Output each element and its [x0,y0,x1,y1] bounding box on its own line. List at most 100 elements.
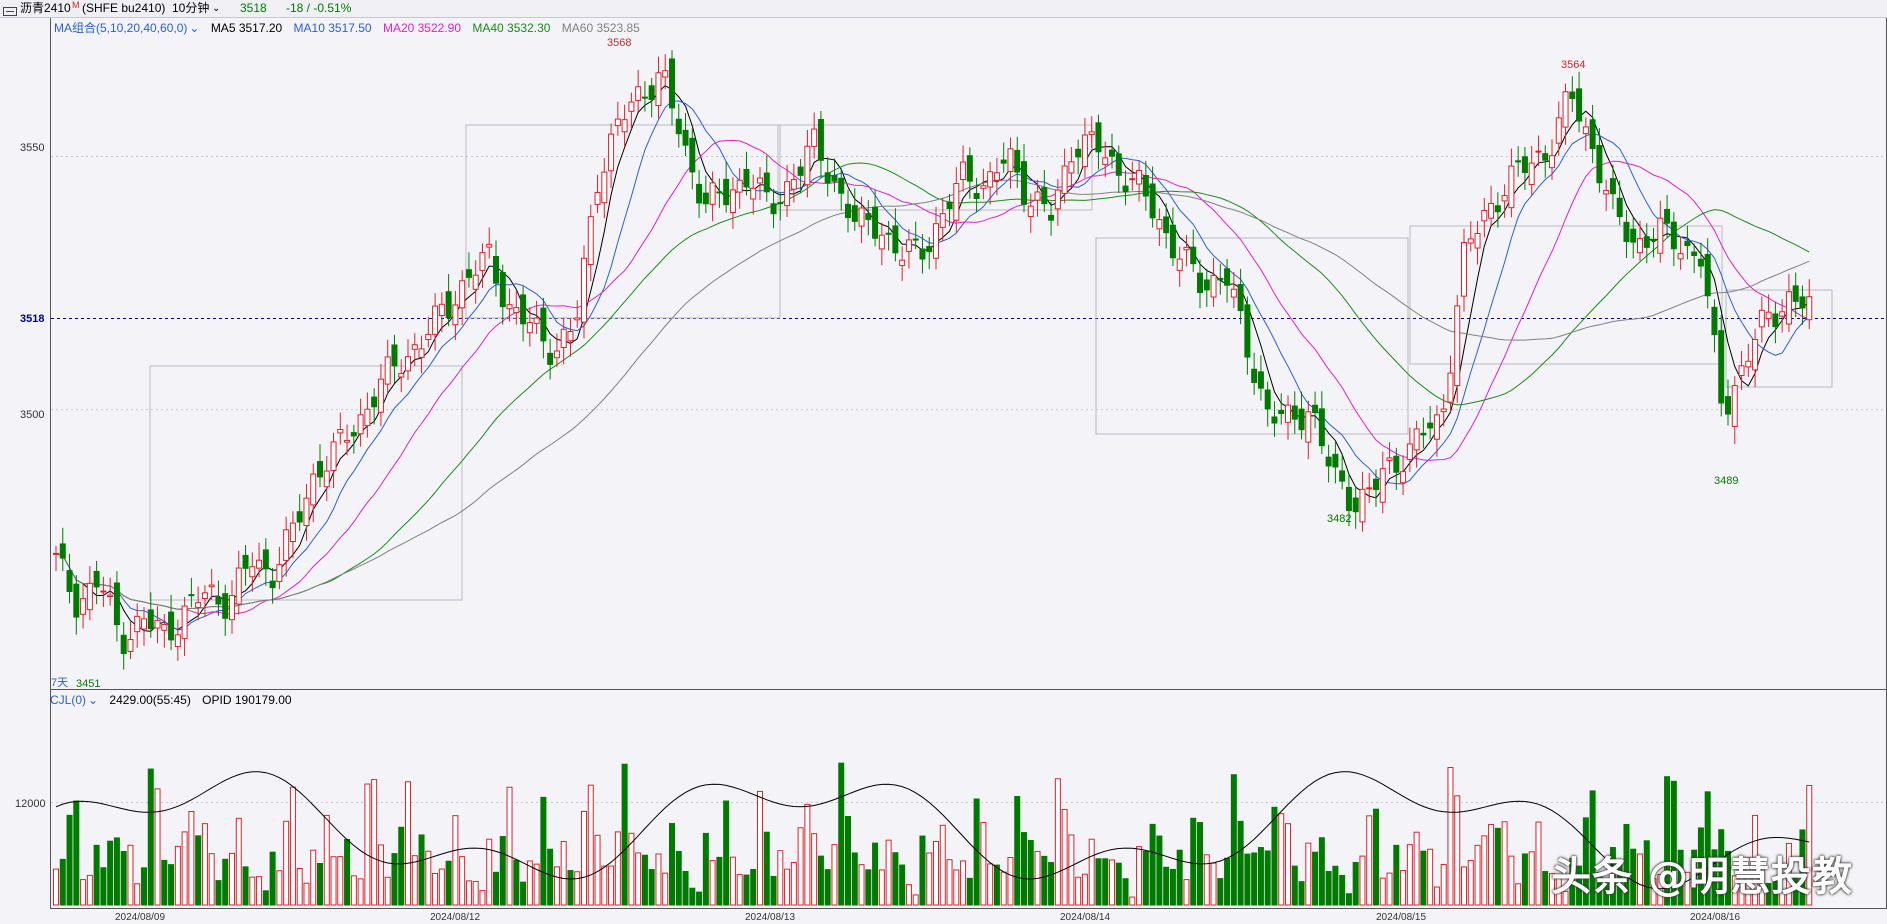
cjl-legend: CJL(0) ⌄ 2429.00(55:45) OPID 190179.00 [50,693,300,707]
candle [432,293,439,351]
candle [459,270,466,326]
candle-body [1122,185,1129,193]
ma-group-selector[interactable]: MA组合(5,10,20,40,60,0) [54,21,188,35]
candle-body [73,583,80,618]
candle [1535,135,1542,166]
candle-body [1197,272,1203,294]
candle [1772,301,1779,344]
candle-body [350,432,357,437]
candle [987,161,994,205]
candle-body [1244,304,1251,358]
candle-body [141,618,147,630]
volume-bar [1366,815,1373,906]
candle [1515,146,1522,177]
volume-bar [350,875,357,906]
volume-bar [1034,850,1041,906]
candle-body [743,168,750,188]
candle [635,69,642,112]
date-label-0814: 2024/08/14 [1060,912,1110,923]
candle-body [1772,313,1779,328]
candle-body [1054,189,1061,210]
candle-body [479,252,486,271]
cjl-selector[interactable]: CJL(0) [50,693,87,707]
candle-body [553,350,560,359]
volume-bar [1000,871,1007,906]
candle [614,101,621,136]
candle [655,56,662,119]
volume-bar [872,842,879,906]
candle-body [1278,409,1285,415]
candle [1068,146,1075,188]
candle-body [797,166,804,176]
chevron-down-icon[interactable]: ⌄ [189,21,200,35]
chevron-down-icon[interactable]: ⌄ [88,693,99,707]
volume-bar [838,762,845,906]
candle-body [1596,145,1603,184]
date-label-0812: 2024/08/12 [430,912,480,923]
volume-bar [120,851,127,906]
candle [1758,296,1765,343]
candle [445,274,452,327]
volume-bar [953,869,960,906]
candle-body [1109,149,1115,157]
period-selector[interactable]: 10分钟 [172,1,210,15]
candle-body [1650,238,1657,242]
volume-bar [581,810,587,906]
ma40-value: MA40 3532.30 [472,21,551,35]
candle-body [1576,88,1583,122]
candle [1711,299,1718,353]
candle-body [608,133,615,172]
volume-bar [1406,844,1413,906]
candle [1637,220,1643,261]
candle [1657,200,1664,263]
candle-body [1508,165,1515,209]
volume-bar [777,850,784,906]
candle-body [601,171,608,204]
candle [966,147,973,199]
candle-body [1352,497,1359,513]
candle [587,204,594,282]
candle [344,424,351,456]
candle-body [709,182,716,205]
volume-bar [1027,839,1034,906]
chevron-down-icon[interactable]: ⌄ [212,3,221,14]
range-box-3 [1095,237,1409,435]
candle [1332,441,1339,484]
volume-bar [770,875,777,906]
symbol-name[interactable]: 沥青2410 [20,1,71,15]
volume-bar [1217,878,1224,906]
candle-body [669,58,675,109]
volume-bar [161,859,168,906]
candle [1677,236,1684,270]
candle-body [317,461,323,478]
candle [1461,228,1467,312]
volume-bar [1494,827,1501,906]
candle [472,260,479,304]
candle-body [289,522,296,543]
candle-body [1102,157,1109,165]
volume-bar [1433,886,1440,906]
candle [465,252,472,288]
candle [1237,268,1244,325]
candle [364,392,371,438]
volume-bar [797,827,804,906]
candle [811,112,818,159]
volume-bar [689,887,696,906]
volume-bar [405,781,411,906]
annotation-low-3489: 3489 [1714,475,1738,487]
candle [296,494,303,531]
candle-body [1758,309,1765,328]
candle-body [1048,214,1055,221]
annotation-low-3482: 3482 [1327,513,1351,525]
volume-bar [648,869,655,906]
range-box-4 [1409,225,1723,365]
candle-body [222,593,229,619]
y-current-price: 3518 [20,313,44,325]
candle-body [689,137,696,173]
candle-body [1156,219,1163,230]
candle-body [1535,150,1542,153]
volume-bar [662,872,669,906]
volume-bar [1454,795,1461,906]
volume-bar [66,814,73,906]
